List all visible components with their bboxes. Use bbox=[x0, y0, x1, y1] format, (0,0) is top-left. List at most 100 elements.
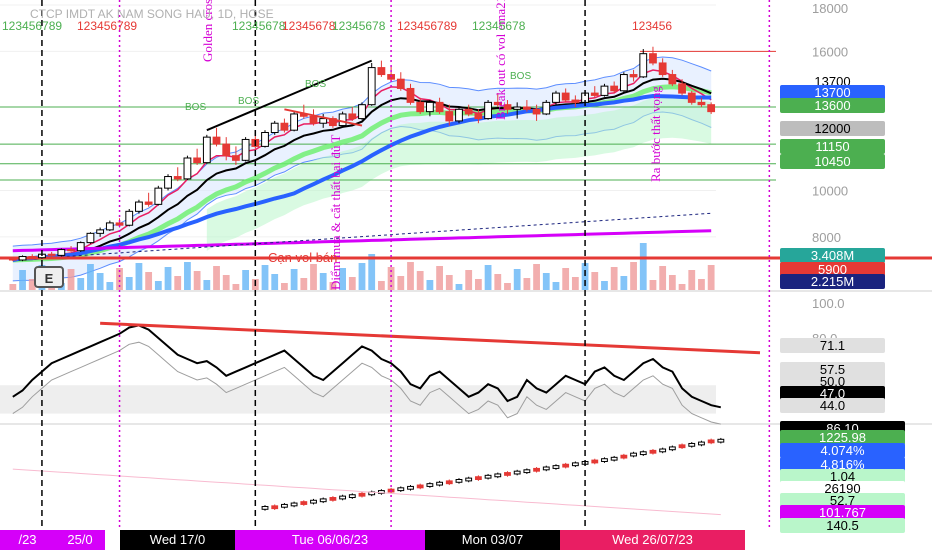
candle-body bbox=[600, 85, 609, 96]
volume-bar bbox=[67, 269, 75, 290]
volume-bar bbox=[96, 273, 104, 290]
badge-bg bbox=[780, 443, 905, 458]
annotation-ra-buoc: Ra bước thất vọng bbox=[648, 86, 663, 182]
candle-body bbox=[105, 222, 114, 231]
volume-bar bbox=[416, 271, 424, 290]
candle-body bbox=[532, 108, 541, 115]
candle-body bbox=[193, 157, 202, 164]
bottom-candle bbox=[407, 485, 414, 490]
volume-bar bbox=[407, 262, 414, 290]
candle bbox=[610, 81, 619, 94]
volume-bar bbox=[368, 254, 376, 290]
date-text: /23 bbox=[18, 532, 36, 547]
candle bbox=[8, 257, 17, 262]
date-label: Mon 03/07 bbox=[425, 530, 560, 550]
volume-bar bbox=[571, 277, 579, 290]
date-label: Wed 26/07/23 bbox=[560, 530, 745, 550]
candle-body bbox=[115, 222, 124, 226]
candle bbox=[193, 148, 202, 165]
volume-bar bbox=[164, 267, 172, 290]
candle-body bbox=[464, 108, 473, 115]
price-level-badge: 10450 bbox=[780, 154, 885, 169]
badge-bg bbox=[780, 457, 905, 472]
rsi-tick: 100.0 bbox=[812, 296, 845, 311]
volume-bar bbox=[698, 279, 705, 290]
badge-bg bbox=[780, 362, 885, 377]
date-bg bbox=[425, 530, 560, 550]
ema-blue bbox=[12, 93, 712, 262]
candle bbox=[619, 72, 628, 92]
candle bbox=[96, 227, 105, 237]
candle-body bbox=[396, 78, 405, 89]
indicator-badge: 4.074% bbox=[780, 443, 905, 458]
candle bbox=[319, 113, 328, 128]
volume-bar bbox=[436, 266, 443, 290]
candle-body bbox=[629, 74, 638, 78]
bottom-candle bbox=[465, 477, 473, 482]
chart-header: CTCP IMDT AK NAM SONG HAU, 1D, HOSE 1234… bbox=[2, 7, 672, 33]
candle bbox=[183, 155, 192, 181]
candle-body bbox=[425, 101, 434, 113]
candle bbox=[67, 246, 75, 252]
candle-body bbox=[590, 92, 599, 96]
candle bbox=[135, 199, 143, 214]
bottom-candle bbox=[310, 499, 317, 504]
volume-bar bbox=[542, 273, 550, 290]
badge-bg bbox=[780, 262, 885, 277]
volume-bar bbox=[513, 269, 521, 290]
expand-button[interactable]: E bbox=[34, 266, 64, 288]
volume-bar bbox=[145, 272, 153, 290]
candle bbox=[552, 90, 560, 105]
candle-body bbox=[561, 92, 570, 101]
volume-bar bbox=[649, 280, 657, 290]
candle bbox=[212, 127, 221, 147]
candle-body bbox=[687, 92, 696, 103]
volume-bar bbox=[630, 262, 637, 290]
badge-label: 1.04 bbox=[830, 469, 855, 484]
volume-bar bbox=[116, 268, 123, 290]
candle-body bbox=[173, 176, 182, 180]
candle bbox=[445, 104, 454, 126]
indicator-badge: 52.7 bbox=[780, 493, 905, 508]
date-bg bbox=[55, 530, 105, 550]
candle bbox=[202, 134, 211, 164]
candle bbox=[455, 107, 463, 124]
indicator-badge: 26190 bbox=[780, 481, 905, 496]
rsi-signal bbox=[12, 341, 721, 425]
candle-body bbox=[76, 242, 85, 252]
candle bbox=[697, 97, 706, 107]
bottom-candle bbox=[426, 483, 434, 487]
volume-bar bbox=[329, 282, 337, 290]
candle-body bbox=[154, 187, 163, 205]
candle-body bbox=[484, 101, 492, 120]
volume-bar bbox=[300, 278, 308, 290]
candle bbox=[290, 111, 299, 132]
rsi-divergence-line bbox=[100, 321, 761, 355]
annotation-bos: BOS bbox=[510, 71, 531, 82]
volume-bar bbox=[484, 265, 492, 290]
badge-bg bbox=[780, 374, 885, 389]
badge-label: 10450 bbox=[814, 154, 850, 169]
badge-label: 47.0 bbox=[820, 386, 845, 401]
bottom-candle bbox=[571, 462, 579, 467]
volume-bar bbox=[319, 273, 327, 290]
badge-label: 140.5 bbox=[826, 518, 859, 533]
candle bbox=[425, 100, 434, 117]
annotation-diem-mua: Điểm mua & cắt thất bại đủ T bbox=[328, 135, 343, 290]
badge-label: 52.7 bbox=[830, 493, 855, 508]
candle-body bbox=[47, 253, 56, 256]
candle bbox=[377, 60, 386, 77]
candle bbox=[484, 100, 492, 120]
volume-bar bbox=[281, 283, 288, 290]
candle-body bbox=[552, 92, 560, 103]
ma-dashed bbox=[12, 212, 712, 261]
candle bbox=[280, 118, 289, 133]
date-axis[interactable]: /23 25/0 Wed 17/0 Tue 06/06/23 Mon 03/07 Wed … bbox=[0, 530, 745, 550]
badge-bg bbox=[780, 398, 885, 413]
candle bbox=[232, 146, 240, 165]
candle bbox=[687, 90, 696, 105]
volume-bar bbox=[213, 266, 220, 290]
bottom-candle bbox=[358, 492, 366, 497]
top-code: 123456789 bbox=[2, 19, 62, 33]
